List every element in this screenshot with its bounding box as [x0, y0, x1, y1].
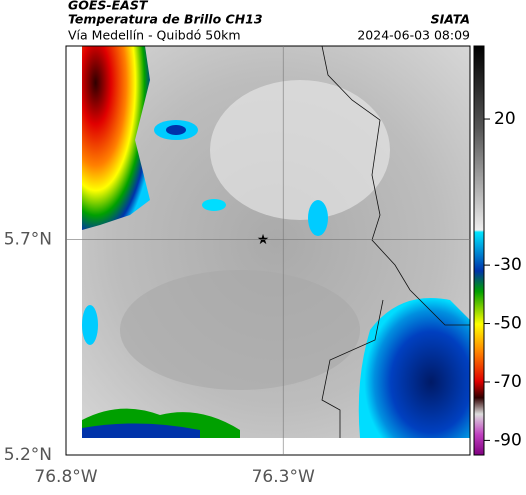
colorbar-tick-label: 20 — [494, 109, 516, 129]
title: GOES-EAST — [68, 0, 149, 13]
colorbar-tick-label: -90 — [494, 430, 522, 450]
source: SIATA — [431, 12, 470, 27]
map-frame — [65, 45, 471, 456]
colorbar-tick-label: -70 — [494, 372, 522, 392]
colorbar — [473, 45, 485, 456]
y-tick-label: 5.7°N — [4, 230, 52, 250]
subtitle: Temperatura de Brillo CH13 — [68, 12, 263, 27]
y-tick-label: 5.2°N — [4, 445, 52, 465]
boundary-lines — [321, 45, 470, 438]
colorbar-tick-label: -50 — [494, 314, 522, 334]
x-tick-label: 76.8°W — [34, 467, 97, 487]
datetime: 2024-06-03 08:09 — [357, 28, 470, 43]
satellite-image — [82, 46, 470, 438]
colorbar-tick-label: -30 — [494, 255, 522, 275]
region: Vía Medellín - Quibdó 50km — [68, 28, 241, 43]
x-tick-label: 76.3°W — [252, 467, 315, 487]
